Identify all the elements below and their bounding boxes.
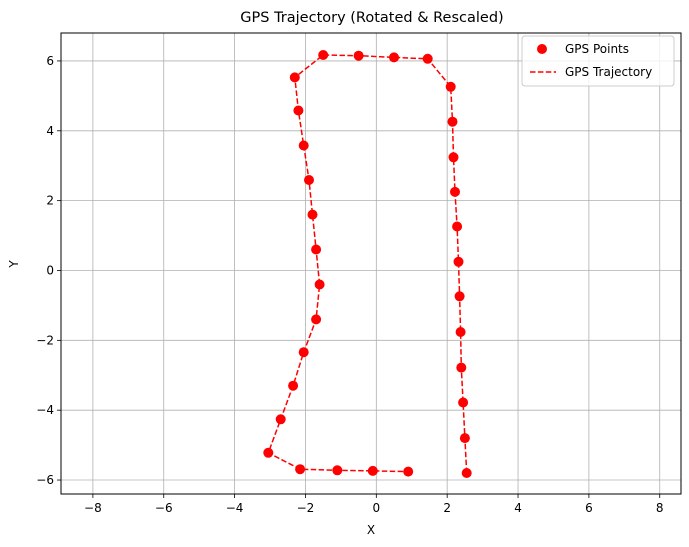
y-tick-label: 6 [46, 54, 54, 68]
gps-point [448, 152, 459, 163]
x-tick-label: −2 [297, 501, 315, 515]
y-tick-label: −4 [36, 403, 54, 417]
gps-point [389, 52, 399, 63]
gps-point [454, 291, 465, 302]
gps-point [403, 466, 414, 477]
gps-point [353, 50, 364, 61]
y-tick-label: 4 [46, 124, 54, 138]
gps-point [311, 244, 322, 255]
legend: GPS Points GPS Trajectory [521, 35, 675, 87]
gps-point [263, 447, 274, 458]
gps-point [456, 362, 467, 373]
x-tick-label: 2 [443, 501, 451, 515]
gps-point [453, 256, 464, 267]
x-tick-label: −4 [226, 501, 244, 515]
plot-series [263, 50, 472, 478]
gps-point [461, 468, 472, 478]
gps-point [298, 140, 309, 151]
gps-point [295, 464, 306, 475]
trajectory-line [267, 54, 468, 474]
y-tick-label: −2 [36, 333, 54, 347]
gps-point [332, 465, 343, 476]
x-axis-label: X [367, 523, 375, 537]
gps-point [422, 53, 433, 64]
gps-point [445, 81, 456, 92]
x-tick-label: 0 [372, 501, 380, 515]
axis-ticks: −8 −6 −4 −2 0 2 4 6 8 −6 −4 −2 0 2 4 6 [36, 54, 663, 515]
legend-label-gps-trajectory: GPS Trajectory [565, 65, 652, 79]
gps-point [447, 116, 458, 127]
x-tick-label: 4 [514, 501, 522, 515]
y-tick-label: −6 [36, 473, 54, 487]
gps-point [455, 327, 466, 337]
x-tick-label: −8 [84, 501, 102, 515]
gps-point [452, 221, 463, 232]
plot-frame [60, 32, 682, 495]
x-tick-label: 6 [585, 501, 593, 515]
gps-point [307, 209, 318, 220]
gps-point [459, 433, 470, 444]
gps-point [304, 175, 314, 185]
y-axis-label: Y [7, 260, 21, 269]
chart-title: GPS Trajectory (Rotated & Rescaled) [240, 10, 503, 26]
legend-label-gps-points: GPS Points [565, 42, 629, 56]
gps-point [289, 72, 300, 83]
y-tick-label: 0 [46, 263, 54, 277]
grid-lines [61, 33, 681, 494]
gps-point [458, 397, 469, 408]
x-tick-label: 8 [656, 501, 664, 515]
y-tick-label: 2 [46, 194, 54, 208]
gps-point [288, 380, 299, 391]
gps-point [314, 279, 325, 290]
gps-point [450, 186, 460, 197]
gps-point [293, 105, 304, 116]
gps-point [311, 314, 322, 325]
legend-frame [521, 35, 675, 87]
x-tick-label: −6 [155, 501, 173, 515]
legend-marker-gps-points [537, 44, 547, 54]
gps-point [298, 347, 309, 358]
gps-point [275, 414, 286, 425]
gps-point [318, 50, 329, 60]
gps-point [367, 465, 378, 476]
